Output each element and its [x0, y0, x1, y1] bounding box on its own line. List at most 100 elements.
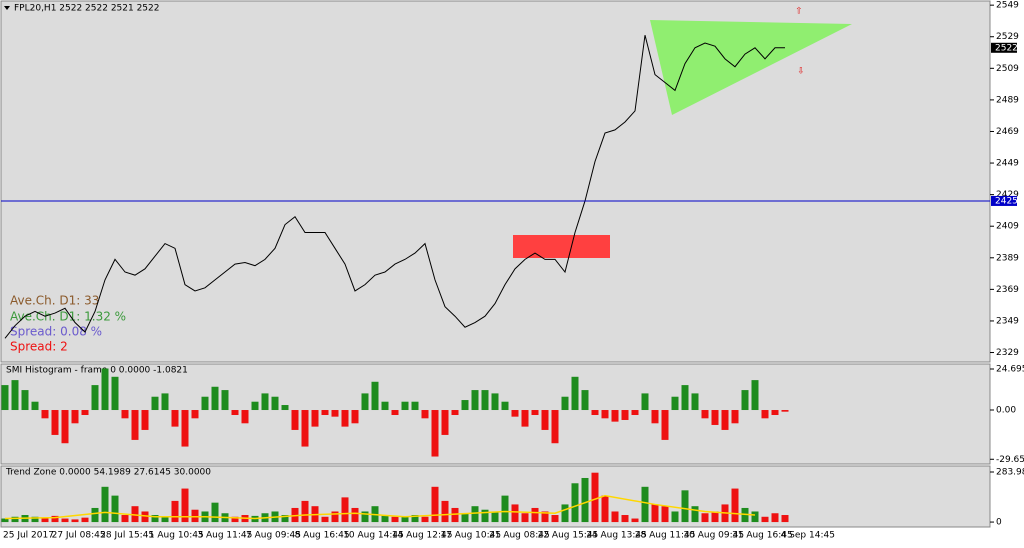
histogram-bar	[561, 396, 569, 411]
histogram-bar	[451, 410, 459, 415]
y-tick-label: 2429	[996, 190, 1019, 200]
histogram-bar	[161, 516, 169, 523]
histogram-bar	[711, 410, 719, 425]
histogram-bar	[281, 515, 289, 523]
histogram-bar	[701, 410, 709, 419]
histogram-bar	[361, 511, 369, 523]
histogram-bar	[341, 410, 349, 427]
histogram-bar	[461, 513, 469, 523]
x-tick-label: 25 Jul 2017	[3, 531, 54, 541]
histogram-bar	[651, 504, 659, 523]
histogram-bar	[221, 390, 229, 411]
x-tick-label: 17 Aug 10:45	[440, 531, 501, 541]
histogram-bar	[511, 410, 519, 417]
histogram-bar	[711, 511, 719, 523]
histogram-bar	[11, 380, 19, 411]
x-tick-label: 1 Aug 10:45	[149, 531, 204, 541]
histogram-bar	[241, 410, 249, 424]
histogram-bar	[401, 401, 409, 411]
histogram-bar	[621, 515, 629, 523]
histogram-bar	[581, 390, 589, 411]
annotation: Ave.Ch. D1: 33	[10, 294, 99, 308]
y-tick-label: 2469	[996, 127, 1019, 137]
histogram-bar	[291, 410, 299, 430]
histogram-bar	[171, 410, 179, 427]
x-tick-label: 30 Aug 09:45	[683, 531, 744, 541]
histogram-bar	[141, 410, 149, 430]
price-line	[4, 35, 785, 339]
histogram-bar	[311, 410, 319, 427]
histogram-bar	[731, 410, 739, 424]
histogram-bar	[691, 506, 699, 523]
histogram-bar	[461, 400, 469, 411]
histogram-bar	[481, 509, 489, 523]
histogram-bar	[591, 472, 599, 523]
histogram-bar	[591, 410, 599, 415]
histogram-bar	[91, 385, 99, 411]
histogram-bar	[501, 495, 509, 523]
histogram-bar	[551, 515, 559, 523]
y-tick-label: 2489	[996, 95, 1019, 105]
histogram-bar	[271, 396, 279, 411]
histogram-bar	[361, 393, 369, 411]
histogram-bar	[231, 410, 239, 415]
histogram-bar	[181, 488, 189, 523]
histogram-bar	[761, 516, 769, 523]
price-label: 2522	[995, 43, 1018, 53]
histogram-bar	[611, 511, 619, 523]
y-tick-label: -29.6524	[996, 455, 1024, 465]
histogram-bar	[61, 410, 69, 444]
histogram-bar	[771, 410, 779, 415]
histogram-bar	[671, 396, 679, 411]
histogram-bar	[761, 410, 769, 419]
histogram-bar	[521, 410, 529, 427]
histogram-bar	[441, 500, 449, 523]
histogram-bar	[481, 390, 489, 411]
histogram-bar	[131, 506, 139, 523]
histogram-bar	[631, 518, 639, 523]
histogram-bar	[431, 410, 439, 457]
histogram-bar	[691, 393, 699, 411]
price-tag	[991, 195, 1017, 206]
histogram-bar	[171, 500, 179, 523]
histogram-bar	[11, 516, 19, 523]
y-tick-label: 2409	[996, 222, 1019, 232]
histogram-bar	[181, 410, 189, 447]
histogram-bar	[541, 410, 549, 430]
histogram-bar	[751, 380, 759, 411]
histogram-bar	[91, 507, 99, 523]
histogram-bar	[541, 511, 549, 523]
histogram-bar	[491, 511, 499, 523]
histogram-bar	[351, 410, 359, 424]
x-tick-label: 4 Sep 14:45	[781, 531, 835, 541]
y-tick-label: 2329	[996, 348, 1019, 358]
histogram-bar	[531, 410, 539, 415]
histogram-bar	[421, 516, 429, 523]
histogram-bar	[51, 515, 59, 523]
histogram-bar	[411, 515, 419, 523]
y-tick-label: 283.9891	[996, 467, 1024, 477]
histogram-bar	[391, 410, 399, 415]
x-tick-label: 31 Aug 16:45	[732, 531, 793, 541]
histogram-bar	[661, 506, 669, 523]
histogram-bar	[681, 385, 689, 411]
histogram-bar	[281, 405, 289, 411]
y-tick-label: 24.6956	[996, 364, 1024, 374]
histogram-bar	[31, 516, 39, 523]
histogram-bar	[321, 410, 329, 415]
histogram-bar	[641, 486, 649, 523]
menu-arrow[interactable]	[4, 6, 10, 10]
histogram-bar	[1, 385, 9, 411]
histogram-bar	[1, 518, 9, 523]
signal-line	[4, 494, 756, 520]
histogram-bar	[141, 511, 149, 523]
histogram-bar	[111, 495, 119, 523]
x-tick-label: 22 Aug 15:45	[538, 531, 599, 541]
histogram-bar	[491, 393, 499, 411]
histogram-bar	[471, 390, 479, 411]
y-tick-label: 0.00	[996, 406, 1016, 416]
histogram-bar	[751, 511, 759, 523]
histogram-bar	[441, 410, 449, 435]
histogram-bar	[781, 515, 789, 523]
